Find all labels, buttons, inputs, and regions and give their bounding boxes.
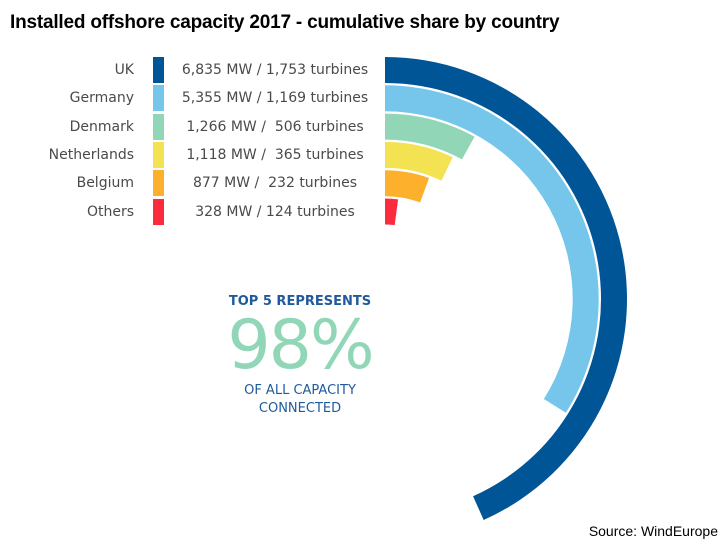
value-label: 1,118 MW / 365 turbines bbox=[186, 146, 364, 163]
annotation-line2: OF ALL CAPACITY bbox=[244, 383, 356, 398]
legend-label: Belgium bbox=[76, 175, 134, 192]
value-label: 1,266 MW / 506 turbines bbox=[186, 118, 364, 135]
value-label: 6,835 MW / 1,753 turbines bbox=[181, 62, 369, 78]
legend-swatch bbox=[153, 198, 164, 225]
legend-label: Others bbox=[86, 203, 134, 220]
legend-swatch bbox=[153, 57, 164, 83]
arc-others bbox=[385, 198, 399, 226]
arc-belgium bbox=[385, 170, 430, 203]
arc-denmark bbox=[385, 113, 475, 160]
legend-label: Denmark bbox=[69, 118, 134, 135]
legend-label: Netherlands bbox=[48, 146, 134, 163]
annotation-percent: 98% bbox=[227, 306, 374, 385]
value-label: 5,355 MW / 1,169 turbines bbox=[181, 90, 369, 107]
arc-netherlands bbox=[385, 141, 453, 181]
arc-germany bbox=[385, 85, 599, 413]
legend-label: Germany bbox=[69, 90, 134, 107]
legend-swatch bbox=[153, 113, 164, 140]
source-note: Source: WindEurope bbox=[588, 523, 718, 539]
value-label: 328 MW / 124 turbines bbox=[195, 203, 355, 220]
legend-swatch bbox=[153, 170, 164, 197]
chart-title: Installed offshore capacity 2017 - cumul… bbox=[10, 12, 560, 33]
arc-uk bbox=[385, 57, 627, 520]
legend-swatch bbox=[153, 85, 164, 112]
legend-swatch bbox=[153, 141, 164, 168]
legend-label: UK bbox=[114, 62, 134, 78]
value-label: 877 MW / 232 turbines bbox=[192, 175, 357, 192]
annotation-top5: TOP 5 REPRESENTS bbox=[228, 294, 372, 309]
annotation-line3: CONNECTED bbox=[258, 401, 342, 416]
